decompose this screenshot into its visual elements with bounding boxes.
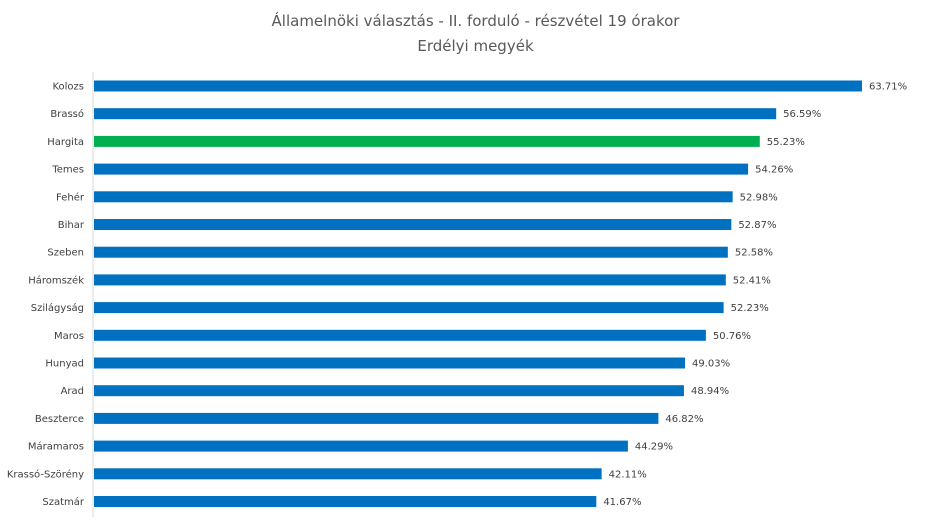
- bar: [94, 440, 628, 452]
- bar: [94, 191, 733, 203]
- bar: [94, 80, 862, 92]
- category-label: Hunyad: [45, 359, 84, 370]
- category-label: Szeben: [47, 248, 84, 259]
- category-label: Brassó: [50, 108, 84, 120]
- bar: [94, 108, 777, 120]
- category-label: Arad: [61, 386, 84, 397]
- value-label: 52.41%: [733, 275, 771, 286]
- bar: [94, 274, 726, 286]
- category-label: Hargita: [47, 137, 84, 148]
- bar: [94, 329, 706, 341]
- bar: [94, 385, 684, 397]
- value-label: 52.23%: [731, 303, 769, 314]
- chart-subtitle: Erdélyi megyék: [417, 37, 534, 55]
- category-label: Háromszék: [28, 274, 84, 286]
- category-label: Kolozs: [52, 82, 84, 93]
- value-label: 63.71%: [869, 82, 907, 93]
- category-label: Temes: [51, 165, 84, 176]
- value-label: 52.87%: [738, 220, 776, 231]
- bar: [94, 412, 659, 424]
- bar: [94, 468, 602, 480]
- category-label: Szatmár: [42, 496, 85, 508]
- category-label: Bihar: [58, 220, 85, 231]
- value-label: 42.11%: [609, 469, 647, 480]
- bar: [94, 135, 760, 147]
- bar: [94, 246, 728, 258]
- value-label: 54.26%: [755, 165, 793, 176]
- chart-title: Államelnöki választás - II. forduló - ré…: [271, 12, 680, 30]
- bar: [94, 357, 686, 369]
- value-label: 56.59%: [783, 109, 821, 120]
- value-label: 50.76%: [713, 331, 751, 342]
- category-label: Fehér: [56, 191, 85, 203]
- bars-layer: Kolozs 63.71% Brassó 56.59% Hargita 55.23% Tem…: [7, 80, 907, 508]
- value-label: 49.03%: [692, 359, 730, 370]
- category-label: Szilágyság: [31, 302, 84, 314]
- value-label: 52.58%: [735, 248, 773, 259]
- bar: [94, 302, 724, 314]
- value-label: 44.29%: [635, 442, 673, 453]
- value-label: 41.67%: [603, 497, 641, 508]
- category-label: Beszterce: [35, 414, 84, 425]
- value-label: 46.82%: [665, 414, 703, 425]
- bar: [94, 219, 732, 230]
- bar: [94, 163, 749, 175]
- category-label: Maros: [54, 331, 84, 342]
- value-label: 55.23%: [767, 137, 805, 148]
- value-label: 48.94%: [691, 386, 729, 397]
- category-label: Krassó-Szörény: [7, 468, 84, 480]
- bar: [94, 496, 597, 507]
- category-label: Máramaros: [28, 441, 84, 453]
- value-label: 52.98%: [740, 192, 778, 203]
